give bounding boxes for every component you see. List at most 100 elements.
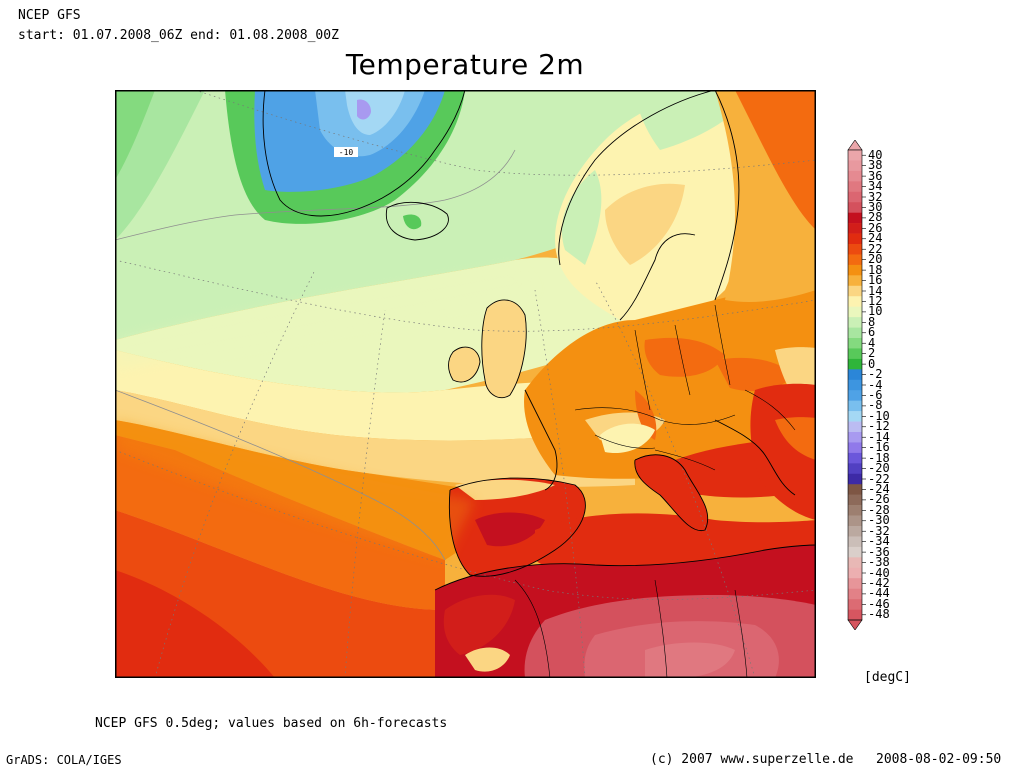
scale-label: 28 [868,210,883,225]
model-label: NCEP GFS [18,8,81,23]
scale-cell [848,505,862,516]
scale-label: -32 [868,523,890,538]
scale-label: -34 [868,534,890,549]
scale-label: 4 [868,335,876,350]
band-14 [115,350,635,441]
scale-cell [848,285,862,297]
scale-frame [847,149,863,621]
scale-label: 0 [868,356,876,371]
scale-label: -48 [868,607,890,622]
scale-label: 24 [868,231,883,246]
country-borders [514,304,796,678]
scale-label: 40 [868,147,883,162]
scale-cell [848,526,862,537]
scale-cell [848,473,862,485]
scale-label: -4 [868,377,883,392]
scale-label: -30 [868,513,890,528]
unit-label: [degC] [864,670,911,685]
scale-label: 8 [868,314,876,329]
scale-cell [848,442,862,454]
scale-label: 30 [868,199,883,214]
scale-cell [848,275,862,287]
scale-label: -26 [868,492,890,507]
scale-label: -20 [868,461,890,476]
british-isles [448,299,527,398]
scale-label: -14 [868,429,890,444]
scale-label: 26 [868,220,883,235]
scale-label: -22 [868,471,890,486]
contour-line-south [115,389,446,561]
scale-label: -28 [868,502,890,517]
band-26-west [115,570,275,678]
color-scale-bar [847,140,866,630]
footnote: NCEP GFS 0.5deg; values based on 6h-fore… [95,716,448,731]
scale-label: 34 [868,179,883,194]
scale-label: 36 [868,168,883,183]
scale-label: 22 [868,241,883,256]
scale-cell [848,452,862,464]
band-west-cooler [115,90,155,180]
scale-cell [848,202,862,213]
scale-cell [848,358,862,370]
scale-cell [848,463,862,475]
scale-label: -40 [868,565,890,580]
graticule [115,90,816,678]
scale-cell [848,567,862,579]
scale-cell [848,244,862,255]
scale-label: -12 [868,419,890,434]
scale-cell [848,494,862,506]
scale-cell [848,578,862,589]
time-period-label: start: 01.07.2008_06Z end: 01.08.2008_00… [18,28,339,43]
black-sea-area [775,417,816,460]
contour-line-north [115,149,516,241]
scale-cell [848,327,862,339]
scale-label: 10 [868,304,883,319]
map-title: Temperature 2m [345,48,585,81]
scale-cell [848,212,862,224]
timestamp: 2008-08-02-09:50 [876,752,1002,767]
map-frame [115,90,816,678]
scale-label: 2 [868,346,876,361]
scale-label: -6 [868,387,883,402]
scale-label: -16 [868,440,890,455]
scale-cell [848,400,862,412]
scale-cell [848,296,862,307]
scale-cell [848,233,862,245]
scale-label: 20 [868,252,883,267]
software-credit: GrADS: COLA/IGES [6,753,122,767]
scale-cell [848,379,862,391]
north-africa [435,545,816,678]
scale-cell [848,338,862,349]
greenland: -10 [225,90,465,224]
scale-cell [848,317,862,328]
scale-label: -10 [868,408,890,423]
italy [634,454,708,531]
scale-cell [848,160,862,172]
scale-label: 16 [868,273,883,288]
scale-cell [848,599,862,610]
scale-cell [848,348,862,360]
scale-label: -2 [868,367,883,382]
coastlines [262,90,816,591]
scale-label: -24 [868,481,890,496]
scale-cell [848,150,862,161]
scale-cell [848,557,862,569]
scale-cell [848,411,862,422]
scale-label: -46 [868,596,890,611]
scale-cell [848,369,862,381]
scale-label: -36 [868,544,890,559]
scale-cell [848,609,862,621]
contour-label: -10 [339,148,354,157]
scale-cell [848,264,862,276]
scale-cell [848,191,862,203]
scale-label: 14 [868,283,883,298]
scale-cell [848,515,862,527]
temperature-map: -10 [115,90,816,678]
iceland [386,202,449,240]
scale-label: 38 [868,158,883,173]
scale-cell [848,170,862,182]
scale-label: 6 [868,325,876,340]
scale-cell [848,536,862,548]
scale-label: 12 [868,293,883,308]
continental-europe [524,90,816,498]
